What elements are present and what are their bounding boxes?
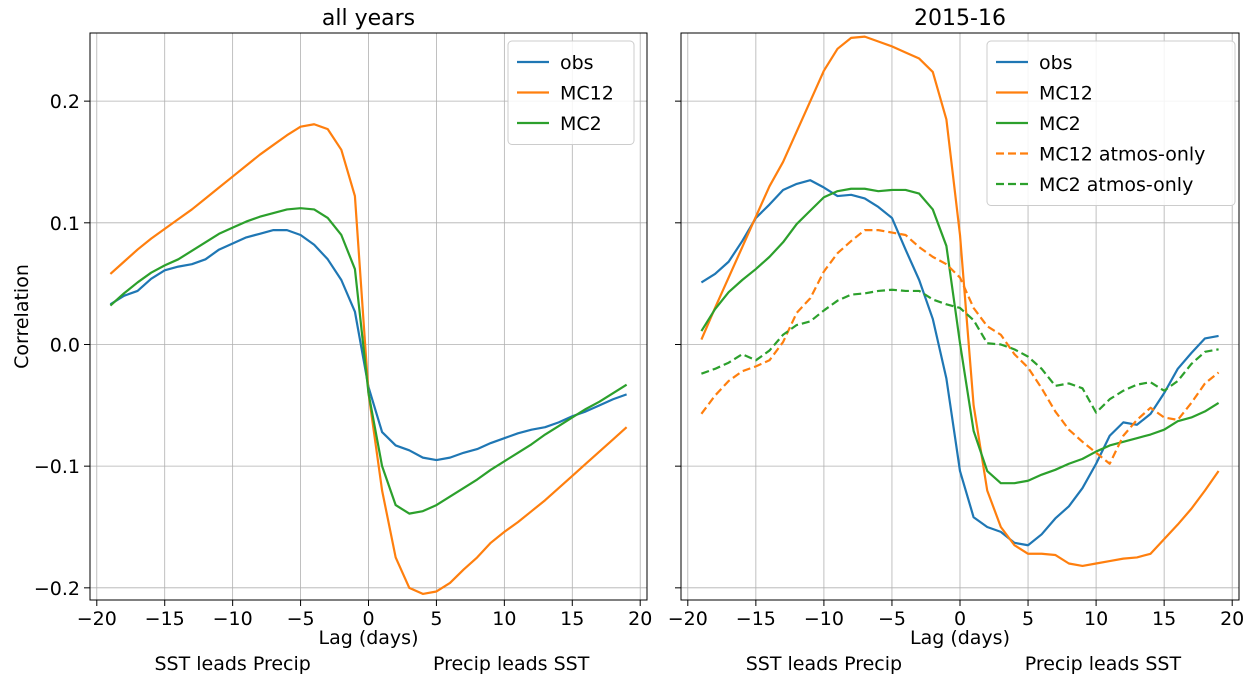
annotation-precip-leads-sst: Precip leads SST — [433, 653, 590, 675]
x-tick-label: −15 — [736, 608, 776, 630]
x-tick-label: −5 — [878, 608, 906, 630]
x-tick-label: 0 — [954, 608, 966, 630]
legend-label: MC12 — [1039, 83, 1093, 105]
y-tick-label: 0.0 — [50, 334, 80, 356]
x-tick-label: 0 — [362, 608, 374, 630]
x-tick-label: 5 — [1022, 608, 1034, 630]
x-tick-label: −15 — [145, 608, 185, 630]
legend-label: MC12 — [560, 83, 614, 105]
legend-label: MC2 — [1039, 113, 1081, 135]
legend-label: MC12 atmos-only — [1039, 144, 1205, 166]
chart-title: all years — [322, 6, 415, 31]
panel-2015-16: −20 −15 −10 −5 0 5 10 15 20 2015-16 Lag (days) SST … — [668, 6, 1245, 675]
panel-all-years: −20 −15 −10 −5 0 5 10 15 20 −0.2 −0.1 0.0 0.1 0.2 all … — [11, 6, 652, 675]
x-tick-label: −5 — [287, 608, 315, 630]
x-tick-label: 20 — [1220, 608, 1244, 630]
legend-box — [507, 40, 635, 145]
legend-label: MC2 atmos-only — [1039, 174, 1193, 196]
series-line-mc2 — [700, 187, 1220, 485]
x-tick-label: −10 — [804, 608, 844, 630]
series-line-mc12 — [700, 35, 1220, 568]
legend-box — [986, 40, 1236, 206]
x-axis-label: Lag (days) — [318, 627, 418, 649]
y-tick-label: 0.2 — [50, 91, 80, 113]
x-tick-label: −20 — [77, 608, 117, 630]
y-tick-label: −0.2 — [34, 578, 80, 600]
series-line-mc2-atmos-only — [701, 288, 1219, 414]
chart-title: 2015-16 — [914, 6, 1006, 31]
legend: obs MC12 MC2 — [507, 40, 635, 145]
annotation-sst-leads-precip: SST leads Precip — [154, 653, 310, 675]
x-axis-label: Lag (days) — [910, 627, 1010, 649]
legend-label: MC2 — [560, 113, 602, 135]
legend-label: obs — [1039, 52, 1073, 74]
x-tick-label: −10 — [213, 608, 253, 630]
legend-label: obs — [560, 52, 594, 74]
y-tick-label: 0.1 — [50, 213, 80, 235]
y-tick-label: −0.1 — [34, 456, 80, 478]
legend: obs MC12 MC2 MC12 atmos-only MC2 atmos-only — [986, 40, 1236, 206]
x-tick-label: 10 — [1084, 608, 1108, 630]
y-axis-label: Correlation — [11, 264, 33, 369]
series-line-mc2 — [109, 207, 628, 515]
x-tick-label: −20 — [668, 608, 708, 630]
annotation-precip-leads-sst: Precip leads SST — [1025, 653, 1182, 675]
x-tick-label: 5 — [430, 608, 442, 630]
annotation-sst-leads-precip: SST leads Precip — [746, 653, 902, 675]
x-tick-label: 15 — [1152, 608, 1176, 630]
x-tick-label: 20 — [628, 608, 652, 630]
x-tick-label: 10 — [492, 608, 516, 630]
x-tick-label: 15 — [560, 608, 584, 630]
